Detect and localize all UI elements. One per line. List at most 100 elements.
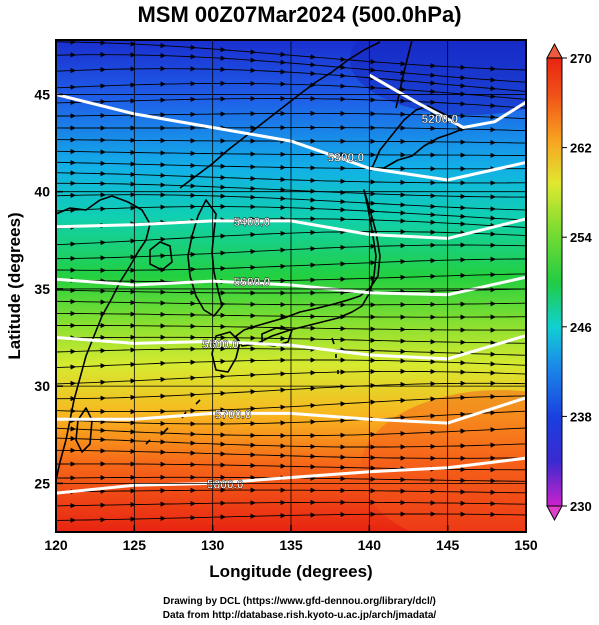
streamline-arrow xyxy=(340,325,346,332)
streamline-arrow xyxy=(400,274,406,280)
streamline-arrow xyxy=(160,192,166,198)
streamline-arrow xyxy=(220,203,226,210)
streamline-arrow xyxy=(430,88,436,95)
streamline-arrow xyxy=(70,255,76,262)
height-contour xyxy=(368,73,526,129)
streamline-arrow xyxy=(370,275,376,281)
streamline-arrow xyxy=(100,192,106,198)
streamline-arrow xyxy=(460,242,466,248)
streamline-arrow xyxy=(160,461,166,467)
streamline-arrow xyxy=(370,228,376,235)
streamline-arrow xyxy=(400,455,406,461)
streamline-arrow xyxy=(190,474,196,480)
streamline-arrow xyxy=(280,371,286,377)
streamline-arrow xyxy=(130,52,136,58)
streamline-arrow xyxy=(160,334,166,340)
streamline-arrow xyxy=(190,125,196,131)
streamline-arrow xyxy=(430,257,436,264)
streamline-arrow xyxy=(310,499,316,505)
streamline-arrow xyxy=(130,394,136,400)
streamline-arrow xyxy=(220,346,226,352)
streamline-arrow xyxy=(340,110,346,117)
streamline-arrow xyxy=(400,77,406,83)
streamline-arrow xyxy=(340,216,346,222)
streamline-arrow xyxy=(100,149,106,155)
streamline-arrow xyxy=(340,511,346,518)
streamline-arrow xyxy=(430,219,436,225)
streamline-arrow xyxy=(340,152,346,158)
streamline-arrow xyxy=(400,397,406,404)
streamline-arrow xyxy=(70,267,76,273)
streamline-arrow xyxy=(340,357,346,363)
streamline-arrow xyxy=(100,363,106,369)
streamline-arrow xyxy=(490,66,496,72)
streamline-arrow xyxy=(70,396,76,402)
streamline-arrow xyxy=(160,346,166,352)
streamline-arrow xyxy=(400,511,406,517)
streamline-arrow xyxy=(340,476,346,482)
streamline-arrow xyxy=(130,378,136,384)
streamline-arrow xyxy=(190,289,196,296)
streamline-arrow xyxy=(400,476,406,483)
streamline-arrow xyxy=(220,250,226,256)
x-tick-label: 135 xyxy=(279,537,303,553)
streamline-arrow xyxy=(220,324,226,330)
streamline-arrow xyxy=(100,40,106,46)
streamline-arrow xyxy=(310,443,316,450)
streamline-arrow xyxy=(190,138,196,144)
streamline-arrow xyxy=(250,335,256,341)
streamline-arrow xyxy=(340,384,346,390)
streamline-arrow xyxy=(490,370,496,376)
streamline-arrow xyxy=(310,188,316,194)
streamline-arrow xyxy=(100,408,106,415)
streamline-arrow xyxy=(100,206,106,212)
streamline-arrow xyxy=(220,334,226,341)
streamline-arrow xyxy=(190,450,196,456)
streamline-arrow xyxy=(370,84,376,91)
streamline-arrow xyxy=(370,67,376,73)
streamline-arrow xyxy=(310,70,316,77)
streamline-arrow xyxy=(220,184,226,190)
streamline-arrow xyxy=(370,191,376,197)
streamline-arrow xyxy=(130,137,136,143)
streamline-arrow xyxy=(400,488,406,494)
streamline-arrow xyxy=(70,170,76,176)
streamline-arrow xyxy=(190,501,196,507)
streamline-arrow xyxy=(430,359,436,365)
x-axis-label: Longitude (degrees) xyxy=(209,562,372,581)
streamline-arrow xyxy=(370,431,376,438)
streamline-arrow xyxy=(280,487,286,493)
streamline-arrow xyxy=(100,171,106,177)
streamline-arrow xyxy=(490,215,496,221)
streamline-arrow xyxy=(250,80,256,87)
streamline-arrow xyxy=(160,393,166,399)
streamline-arrow xyxy=(310,277,316,283)
streamline-arrow xyxy=(340,314,346,320)
streamline-arrow xyxy=(310,165,316,171)
streamline-arrow xyxy=(280,387,286,393)
streamline-arrow xyxy=(250,406,256,412)
streamline-arrow xyxy=(400,499,406,506)
streamline-arrow xyxy=(250,500,256,506)
streamline-arrow xyxy=(430,349,436,355)
streamline-arrow xyxy=(70,348,76,355)
streamline-arrow xyxy=(190,235,196,241)
streamline-arrow xyxy=(280,51,286,57)
streamline-arrow xyxy=(490,256,496,262)
streamline-arrow xyxy=(490,427,496,433)
streamline-arrow xyxy=(400,368,406,375)
streamline-arrow xyxy=(400,86,406,93)
streamline-arrow xyxy=(400,444,406,450)
streamline-arrow xyxy=(130,502,136,508)
source-line: Data from http://database.rish.kyoto-u.a… xyxy=(162,610,437,621)
streamline-arrow xyxy=(460,152,466,158)
streamline-arrow xyxy=(340,244,346,251)
streamline-arrow xyxy=(130,516,136,522)
gridlines xyxy=(56,40,526,532)
streamline-arrow xyxy=(250,164,256,170)
streamline-arrow xyxy=(430,180,436,186)
streamline-arrow xyxy=(280,346,286,352)
page-title: MSM 00Z07Mar2024 (500.0hPa) xyxy=(137,2,462,27)
streamline-arrow xyxy=(220,55,226,61)
streamline-arrow xyxy=(460,64,466,70)
